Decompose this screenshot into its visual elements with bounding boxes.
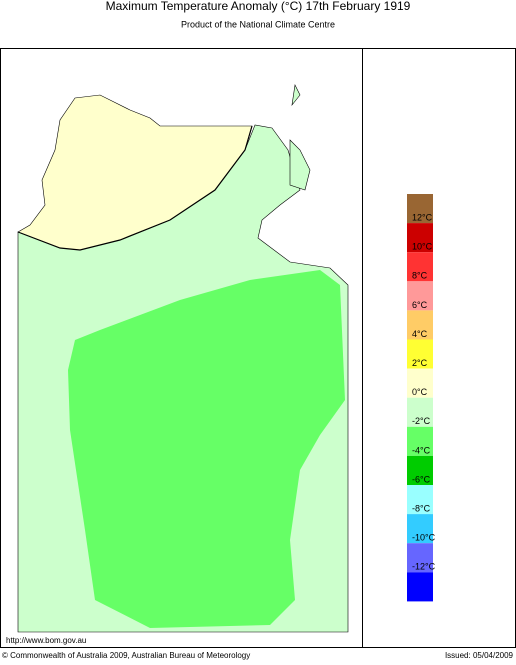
subtitle: Product of the National Climate Centre [181, 19, 335, 29]
title: Maximum Temperature Anomaly (°C) 17th Fe… [106, 0, 411, 13]
legend-swatch [407, 543, 433, 573]
map [17, 84, 349, 633]
legend-swatch [407, 397, 433, 427]
legend-swatch [407, 368, 433, 398]
legend-swatch [407, 310, 433, 340]
url: http://www.bom.gov.au [6, 636, 86, 645]
legend-swatch [407, 572, 433, 602]
legend-swatch [407, 514, 433, 544]
legend-swatch [407, 223, 433, 253]
legend-swatch [407, 485, 433, 515]
legend-label: 6°C [412, 300, 428, 310]
contour [17, 125, 253, 251]
legend-swatch [407, 455, 433, 485]
legend-swatch [407, 339, 433, 369]
legend-label: 8°C [412, 271, 428, 281]
legend-label: -4°C [412, 445, 431, 455]
legend-swatch [407, 281, 433, 311]
legend-swatch [407, 194, 433, 224]
legend-label: -8°C [412, 503, 431, 513]
legend-label: -2°C [412, 416, 431, 426]
legend-label: -6°C [412, 474, 431, 484]
legend-label: 10°C [412, 242, 433, 252]
legend-label: 0°C [412, 387, 428, 397]
legend-label: 4°C [412, 329, 428, 339]
copyright: © Commonwealth of Australia 2009, Austra… [2, 651, 250, 660]
legend: 12°C 10°C 8°C 6°C 4°C 2°C 0°C -2°C -4°C -6°C -8°C -… [407, 194, 436, 602]
island [289, 84, 311, 191]
legend-label: -10°C [412, 533, 436, 543]
legend-label: 12°C [412, 212, 433, 222]
legend-swatch [407, 426, 433, 456]
land-minus2-to-minus4 [68, 270, 345, 628]
legend-swatch [407, 252, 433, 282]
issued: Issued: 05/04/2009 [445, 651, 514, 660]
legend-label: 2°C [412, 358, 428, 368]
legend-label: -12°C [412, 562, 436, 572]
